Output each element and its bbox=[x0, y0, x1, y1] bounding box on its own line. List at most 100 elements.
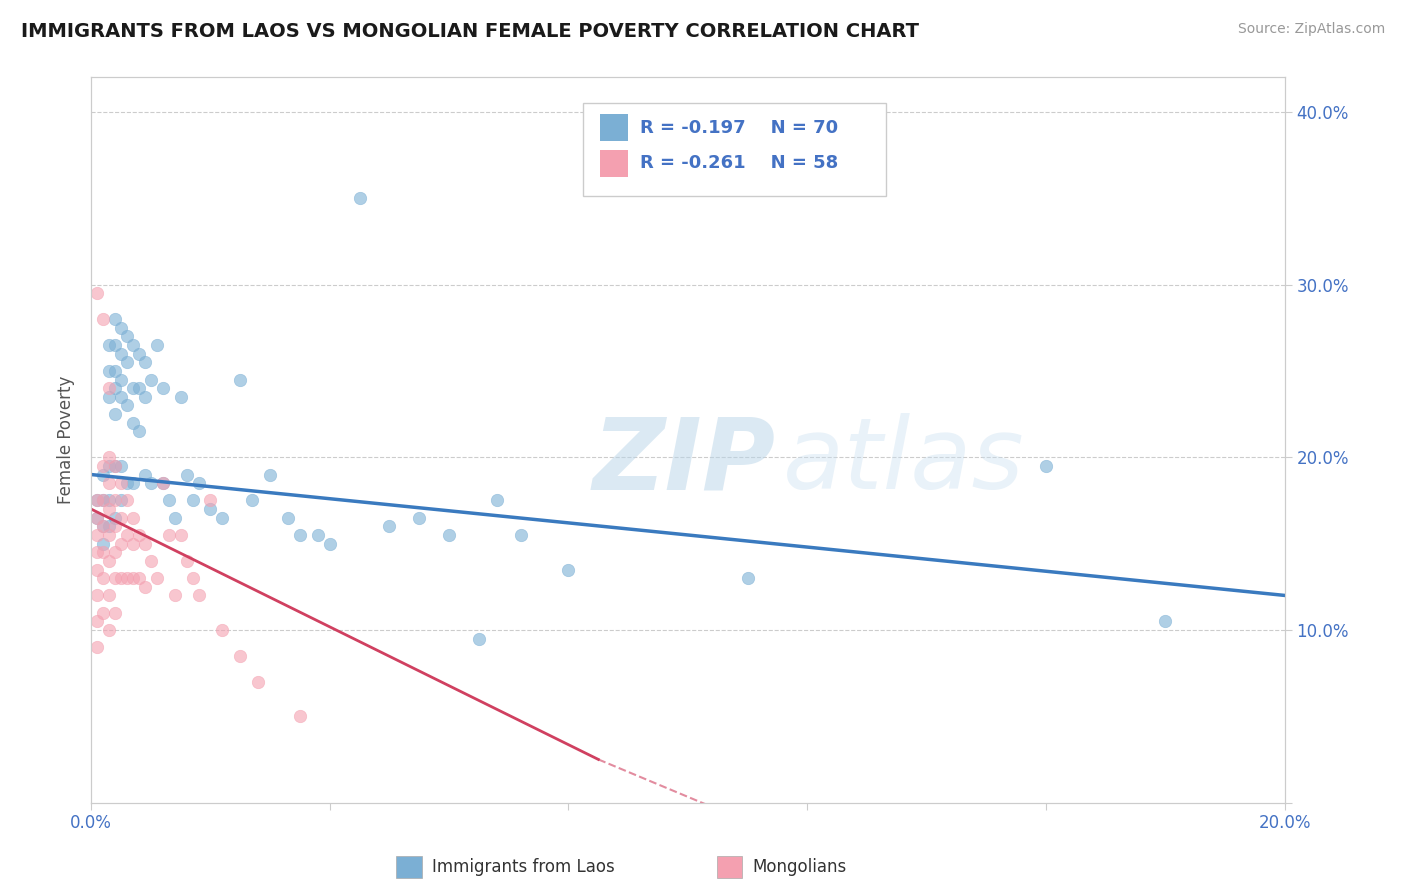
Point bbox=[86, 510, 108, 524]
Point bbox=[104, 571, 127, 585]
Point bbox=[91, 606, 114, 620]
Point bbox=[176, 467, 198, 482]
Point bbox=[128, 528, 150, 542]
Point bbox=[181, 571, 204, 585]
Point bbox=[211, 623, 233, 637]
Point bbox=[98, 476, 121, 491]
Point bbox=[152, 381, 174, 395]
Point bbox=[146, 571, 169, 585]
Point bbox=[122, 381, 145, 395]
Point bbox=[128, 571, 150, 585]
Point bbox=[110, 536, 132, 550]
Point bbox=[134, 580, 156, 594]
Point bbox=[307, 528, 329, 542]
Point bbox=[91, 545, 114, 559]
Point bbox=[86, 528, 108, 542]
Point bbox=[169, 528, 191, 542]
Text: Source: ZipAtlas.com: Source: ZipAtlas.com bbox=[1237, 22, 1385, 37]
Point bbox=[104, 407, 127, 421]
Point bbox=[86, 588, 108, 602]
Point bbox=[115, 329, 138, 343]
Point bbox=[86, 615, 108, 629]
Point bbox=[104, 545, 127, 559]
Point bbox=[86, 640, 108, 655]
Point bbox=[98, 338, 121, 352]
Point bbox=[104, 519, 127, 533]
Point bbox=[86, 562, 108, 576]
Point bbox=[128, 381, 150, 395]
Point bbox=[91, 536, 114, 550]
Point bbox=[134, 355, 156, 369]
Point bbox=[110, 493, 132, 508]
Point bbox=[115, 571, 138, 585]
Point bbox=[152, 476, 174, 491]
Text: R = -0.261    N = 58: R = -0.261 N = 58 bbox=[640, 154, 838, 172]
Point bbox=[229, 648, 252, 663]
Point bbox=[134, 467, 156, 482]
Point bbox=[98, 364, 121, 378]
Point bbox=[288, 709, 311, 723]
Text: Mongolians: Mongolians bbox=[752, 858, 846, 876]
Point bbox=[349, 191, 371, 205]
Point bbox=[181, 493, 204, 508]
Point bbox=[86, 493, 108, 508]
Point bbox=[437, 528, 460, 542]
Point bbox=[91, 493, 114, 508]
Point bbox=[91, 458, 114, 473]
Point bbox=[104, 364, 127, 378]
Point bbox=[110, 347, 132, 361]
Point bbox=[163, 510, 186, 524]
Point bbox=[1035, 458, 1057, 473]
Point bbox=[134, 536, 156, 550]
Point bbox=[200, 502, 222, 516]
Point bbox=[122, 476, 145, 491]
Point bbox=[115, 493, 138, 508]
Point bbox=[157, 493, 180, 508]
Point bbox=[98, 390, 121, 404]
Point bbox=[134, 390, 156, 404]
Point bbox=[110, 373, 132, 387]
Point bbox=[91, 571, 114, 585]
Point bbox=[247, 674, 270, 689]
Point bbox=[319, 536, 342, 550]
Point bbox=[110, 510, 132, 524]
Point bbox=[157, 528, 180, 542]
Point bbox=[104, 458, 127, 473]
Text: atlas: atlas bbox=[783, 413, 1025, 510]
Point bbox=[211, 510, 233, 524]
Point bbox=[86, 545, 108, 559]
Point bbox=[146, 338, 169, 352]
Point bbox=[115, 476, 138, 491]
Y-axis label: Female Poverty: Female Poverty bbox=[58, 376, 75, 504]
Point bbox=[110, 571, 132, 585]
Point bbox=[98, 381, 121, 395]
Point bbox=[122, 571, 145, 585]
Point bbox=[98, 502, 121, 516]
Point bbox=[122, 536, 145, 550]
Point bbox=[229, 373, 252, 387]
Point bbox=[200, 493, 222, 508]
Point bbox=[408, 510, 430, 524]
Point bbox=[86, 493, 108, 508]
Text: R = -0.197    N = 70: R = -0.197 N = 70 bbox=[640, 119, 838, 136]
Point bbox=[104, 381, 127, 395]
Point bbox=[378, 519, 401, 533]
Point bbox=[557, 562, 579, 576]
Point bbox=[128, 425, 150, 439]
Point bbox=[98, 493, 121, 508]
Point bbox=[139, 554, 162, 568]
Point bbox=[187, 588, 209, 602]
Point bbox=[104, 510, 127, 524]
Text: ZIP: ZIP bbox=[592, 413, 775, 510]
Point bbox=[737, 571, 759, 585]
Point bbox=[115, 399, 138, 413]
Point bbox=[91, 519, 114, 533]
Point bbox=[98, 623, 121, 637]
Point bbox=[98, 528, 121, 542]
Point bbox=[485, 493, 508, 508]
Point bbox=[110, 476, 132, 491]
Text: IMMIGRANTS FROM LAOS VS MONGOLIAN FEMALE POVERTY CORRELATION CHART: IMMIGRANTS FROM LAOS VS MONGOLIAN FEMALE… bbox=[21, 22, 920, 41]
Point bbox=[240, 493, 263, 508]
Point bbox=[139, 373, 162, 387]
Point bbox=[110, 320, 132, 334]
